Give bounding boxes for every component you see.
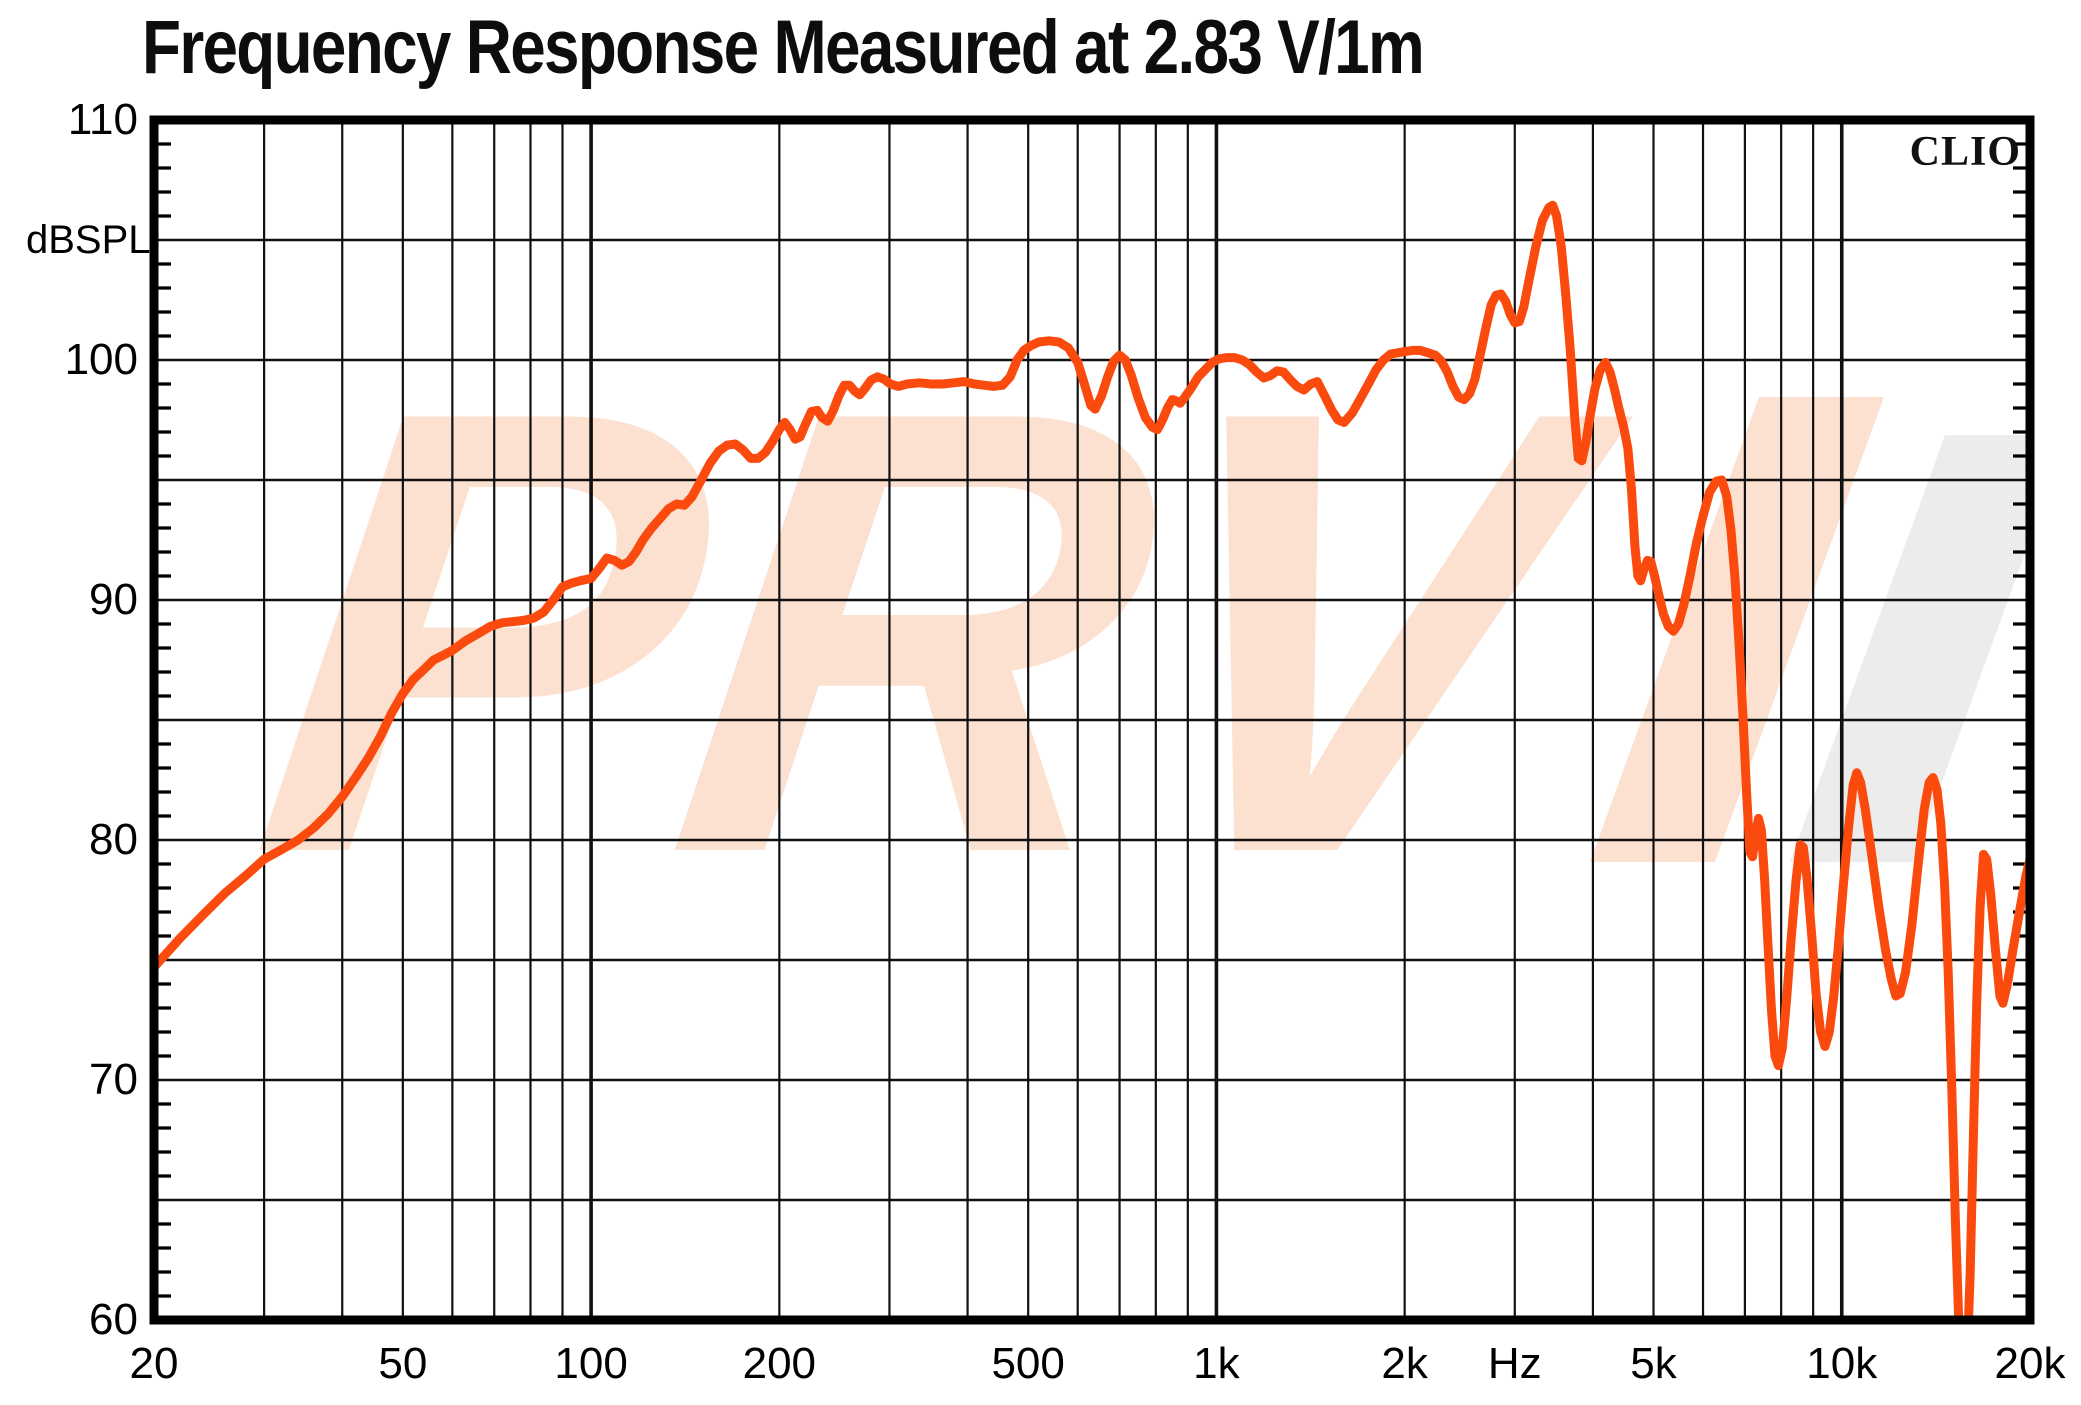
plot-border <box>149 115 2035 1325</box>
x-tick-label: 50 <box>378 1339 427 1388</box>
x-tick-label: 20 <box>130 1339 179 1388</box>
x-tick-label: 200 <box>743 1339 816 1388</box>
x-tick-label: 20k <box>1995 1339 2067 1388</box>
prv-watermark-text: PRV <box>230 281 1661 985</box>
clio-logo: CLIO <box>1909 129 2021 175</box>
x-tick-label: 500 <box>991 1339 1064 1388</box>
response-curve <box>154 200 2030 1320</box>
y-tick-label: 100 <box>65 335 138 384</box>
series-group <box>154 200 2030 1320</box>
x-tick-label: 5k <box>1630 1339 1677 1388</box>
y-tick-label: 60 <box>89 1295 138 1344</box>
y-axis-unit-label: dBSPL <box>26 218 151 262</box>
x-tick-label: 1k <box>1193 1339 1240 1388</box>
x-tick-label: 100 <box>554 1339 627 1388</box>
y-tick-label: 70 <box>89 1055 138 1104</box>
y-tick-label: 90 <box>89 575 138 624</box>
watermark-stripe-gray <box>1790 435 2030 862</box>
chart-title: Frequency Response Measured at 2.83 V/1m <box>142 5 1425 90</box>
x-tick-label: 2k <box>1381 1339 1428 1388</box>
x-tick-label: 10k <box>1806 1339 1878 1388</box>
y-tick-label: 110 <box>68 95 138 144</box>
x-tick-label: Hz <box>1488 1339 1542 1388</box>
y-tick-label: 80 <box>89 815 138 864</box>
